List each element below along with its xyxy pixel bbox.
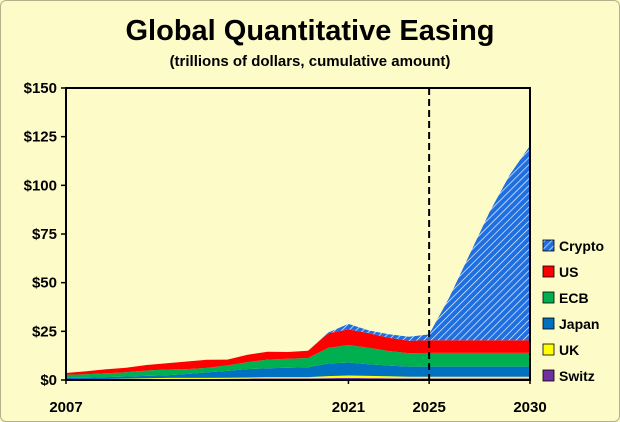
- x-tick-label: 2030: [513, 399, 546, 416]
- y-tick-label: $50: [32, 275, 57, 292]
- chart-subtitle: (trillions of dollars, cumulative amount…: [170, 53, 451, 70]
- y-tick-label: $25: [32, 323, 57, 340]
- legend-swatch-ecb: [542, 291, 555, 304]
- area-us: [66, 329, 530, 375]
- legend-swatch-crypto: [542, 239, 555, 252]
- chart-title: Global Quantitative Easing: [125, 15, 494, 47]
- legend-swatch-uk: [542, 343, 555, 356]
- area-series-group: [66, 145, 530, 380]
- area-japan: [66, 362, 530, 380]
- axes-group: $0 $25 $50 $75 $100 $125 $150 2007 2021 2025 2030: [24, 80, 547, 416]
- legend-label-switz: Switz: [559, 368, 595, 384]
- legend-label-japan: Japan: [559, 316, 599, 332]
- legend-label-us: US: [559, 264, 578, 280]
- legend-swatch-us: [542, 265, 555, 278]
- y-tick-label: $150: [24, 80, 57, 97]
- x-tick-label: 2025: [412, 399, 445, 416]
- area-uk: [66, 375, 530, 380]
- y-tick-label: $0: [40, 372, 57, 389]
- y-tick-label: $100: [24, 177, 57, 194]
- y-tick-label: $75: [32, 226, 57, 243]
- legend: Crypto US ECB Japan UK Switz: [542, 238, 604, 384]
- x-tick-label: 2007: [49, 399, 82, 416]
- legend-swatch-japan: [542, 317, 555, 330]
- legend-label-ecb: ECB: [559, 290, 589, 306]
- legend-swatch-switz: [542, 369, 555, 382]
- y-tick-label: $125: [24, 129, 57, 146]
- legend-label-uk: UK: [559, 342, 579, 358]
- area-ecb: [66, 345, 530, 378]
- x-tick-label: 2021: [332, 399, 365, 416]
- legend-label-crypto: Crypto: [559, 238, 604, 254]
